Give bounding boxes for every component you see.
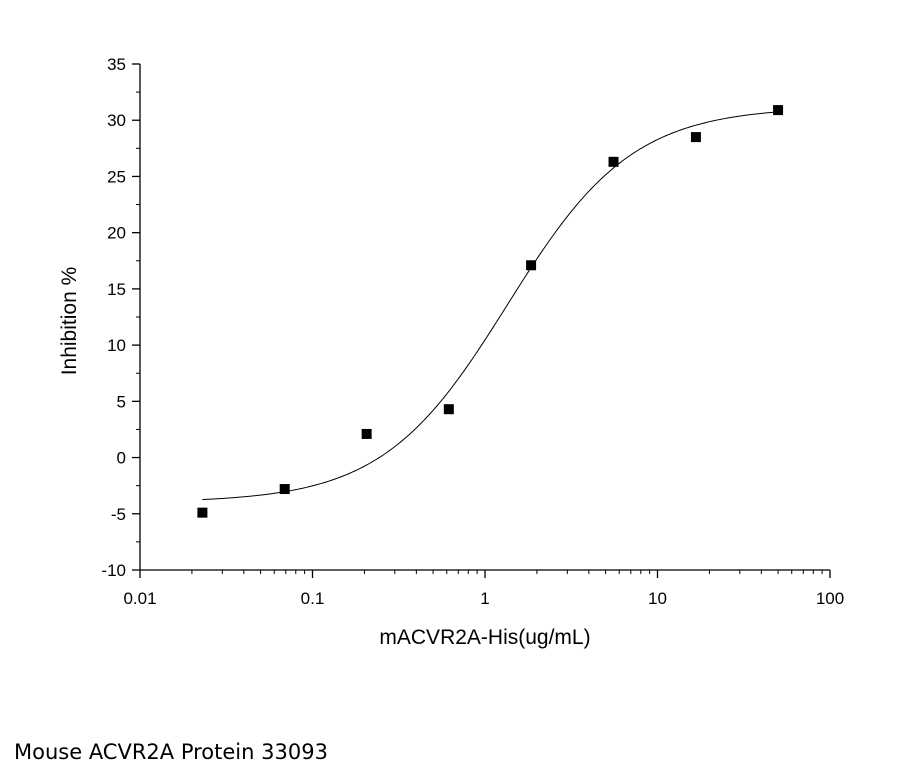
x-minor-ticks — [191, 570, 823, 574]
x-tick-label: 0.1 — [301, 589, 325, 608]
x-axis-ticks: 0.01 0.1 1 10 100 — [123, 570, 844, 608]
x-tick-label: 10 — [648, 589, 667, 608]
y-tick-label: 10 — [107, 336, 126, 355]
data-points — [197, 105, 784, 518]
x-tick-label: 1 — [480, 589, 489, 608]
data-point — [443, 404, 454, 415]
y-tick-label: 30 — [107, 111, 126, 130]
data-point — [773, 105, 784, 116]
y-tick-label: 15 — [107, 280, 126, 299]
fit-curve — [202, 111, 779, 501]
y-axis-title: Inhibition % — [58, 267, 81, 376]
y-minor-ticks — [136, 91, 140, 543]
y-tick-label: -5 — [111, 505, 126, 524]
y-axis-ticks: -10 -5 0 5 10 15 20 25 30 35 — [101, 55, 140, 580]
data-point — [690, 132, 701, 143]
y-tick-label: -10 — [101, 561, 126, 580]
data-point — [279, 484, 290, 495]
data-point — [361, 428, 372, 439]
data-point — [608, 156, 619, 167]
y-tick-label: 5 — [117, 392, 126, 411]
y-tick-label: 25 — [107, 167, 126, 186]
y-tick-label: 35 — [107, 55, 126, 74]
y-tick-label: 20 — [107, 224, 126, 243]
x-tick-label: 100 — [816, 589, 844, 608]
x-tick-label: 0.01 — [123, 589, 156, 608]
data-point — [197, 507, 208, 518]
x-axis-title: mACVR2A-His(ug/mL) — [379, 626, 590, 649]
figure-caption: Mouse ACVR2A Protein 33093 — [14, 740, 328, 764]
data-point — [526, 260, 537, 271]
y-tick-label: 0 — [117, 449, 126, 468]
